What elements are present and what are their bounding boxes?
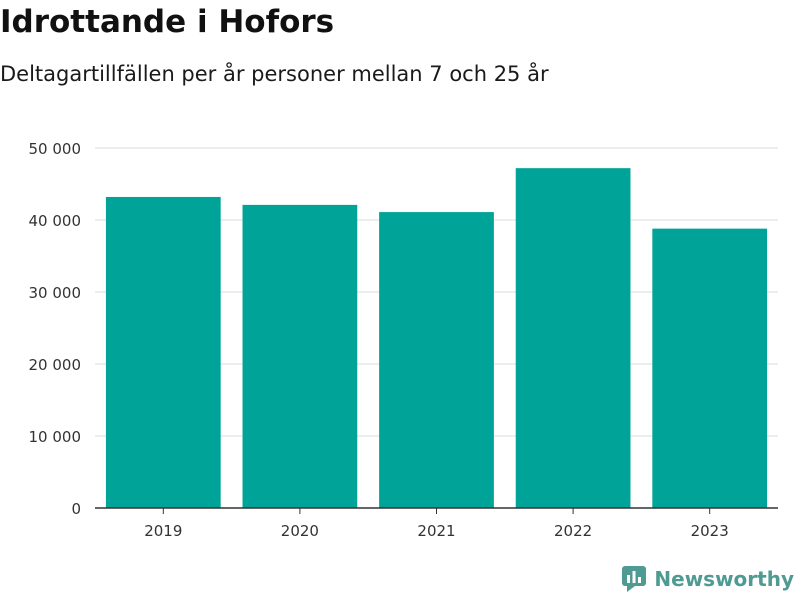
- bar-2023: [652, 228, 768, 508]
- bars: [105, 168, 768, 508]
- y-tick-label: 10 000: [29, 428, 82, 446]
- y-tick-label: 50 000: [29, 140, 82, 158]
- y-tick-label: 0: [71, 500, 81, 518]
- brand-name: Newsworthy: [654, 567, 794, 591]
- axes: 0 10 000 20 000 30 000 40 000 50 000 2019 2020 2…: [29, 140, 778, 540]
- bar-2019: [105, 196, 221, 508]
- x-tick-label: 2022: [554, 522, 592, 540]
- x-tick-label: 2021: [417, 522, 455, 540]
- bar-chart-icon: [622, 566, 647, 592]
- bar-2021: [379, 212, 494, 508]
- newsworthy-logo: Newsworthy: [622, 566, 794, 592]
- y-tick-label: 20 000: [29, 356, 82, 374]
- bar-2020: [242, 204, 358, 508]
- x-tick-label: 2019: [144, 522, 182, 540]
- x-tick-label: 2020: [281, 522, 319, 540]
- y-tick-label: 30 000: [29, 284, 82, 302]
- chart-subtitle: Deltagartillfällen per år personer mella…: [0, 62, 549, 86]
- x-tick-label: 2023: [691, 522, 729, 540]
- bar-2022: [515, 168, 631, 508]
- y-tick-label: 40 000: [29, 212, 82, 230]
- chart-title: Idrottande i Hofors: [0, 4, 335, 40]
